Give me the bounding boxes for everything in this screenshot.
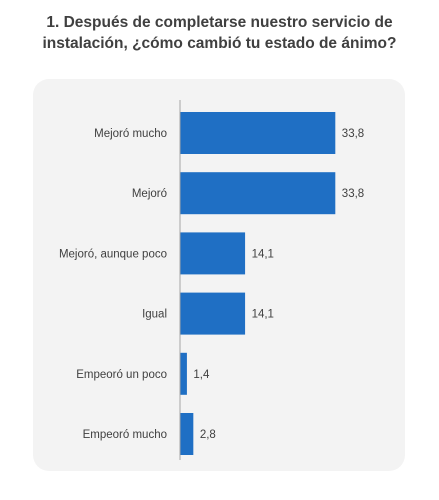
bar [180, 352, 187, 395]
data-label: 33,8 [342, 188, 364, 200]
data-label: 33,8 [342, 128, 364, 140]
category-tick-label: Empeoró mucho [83, 429, 167, 441]
category-tick-label: Mejoró mucho [94, 128, 167, 140]
chart-title-line-1: 1. Después de completarse nuestro servic… [46, 14, 393, 31]
category-tick-label: Empeoró un poco [76, 369, 167, 381]
data-label: 1,4 [193, 369, 210, 381]
bar [180, 172, 336, 215]
category-tick-label: Igual [142, 309, 167, 321]
category-tick-label: Mejoró [132, 188, 167, 200]
data-label: 2,8 [200, 429, 216, 441]
bar [180, 413, 194, 455]
bar [180, 232, 246, 275]
data-label: 14,1 [252, 309, 274, 321]
bar [180, 112, 336, 154]
chart-title-line-2: instalación, ¿cómo cambió tu estado de á… [42, 35, 397, 52]
data-label: 14,1 [252, 248, 274, 260]
bar [180, 292, 246, 335]
category-tick-label: Mejoró, aunque poco [59, 248, 167, 260]
chart-title: 1. Después de completarse nuestro servic… [18, 12, 421, 54]
